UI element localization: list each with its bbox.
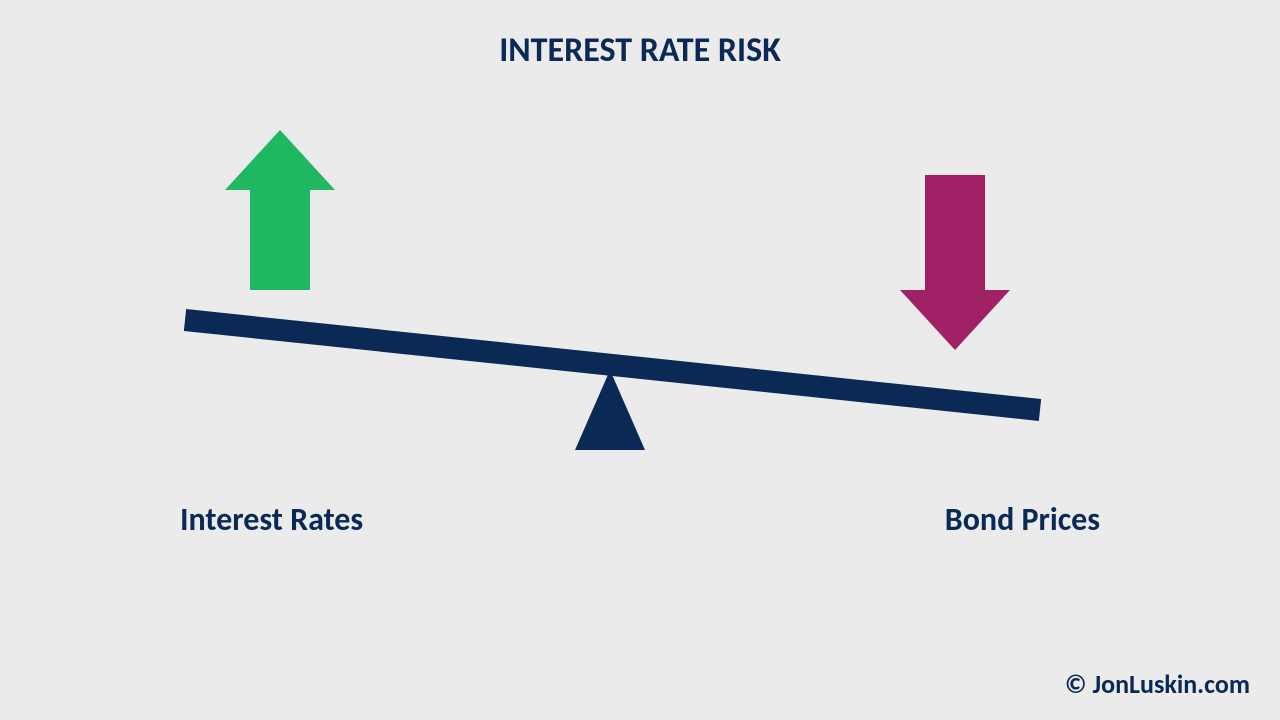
seesaw-diagram (0, 0, 1280, 720)
seesaw-fulcrum (575, 370, 645, 450)
down-arrow-icon (900, 175, 1010, 350)
right-label: Bond Prices (945, 500, 1100, 539)
infographic-canvas: INTEREST RATE RISK Interest Rates Bond P… (0, 0, 1280, 720)
left-label: Interest Rates (180, 500, 363, 539)
credit-text: © JonLuskin.com (1065, 668, 1250, 700)
up-arrow-icon (225, 130, 335, 290)
